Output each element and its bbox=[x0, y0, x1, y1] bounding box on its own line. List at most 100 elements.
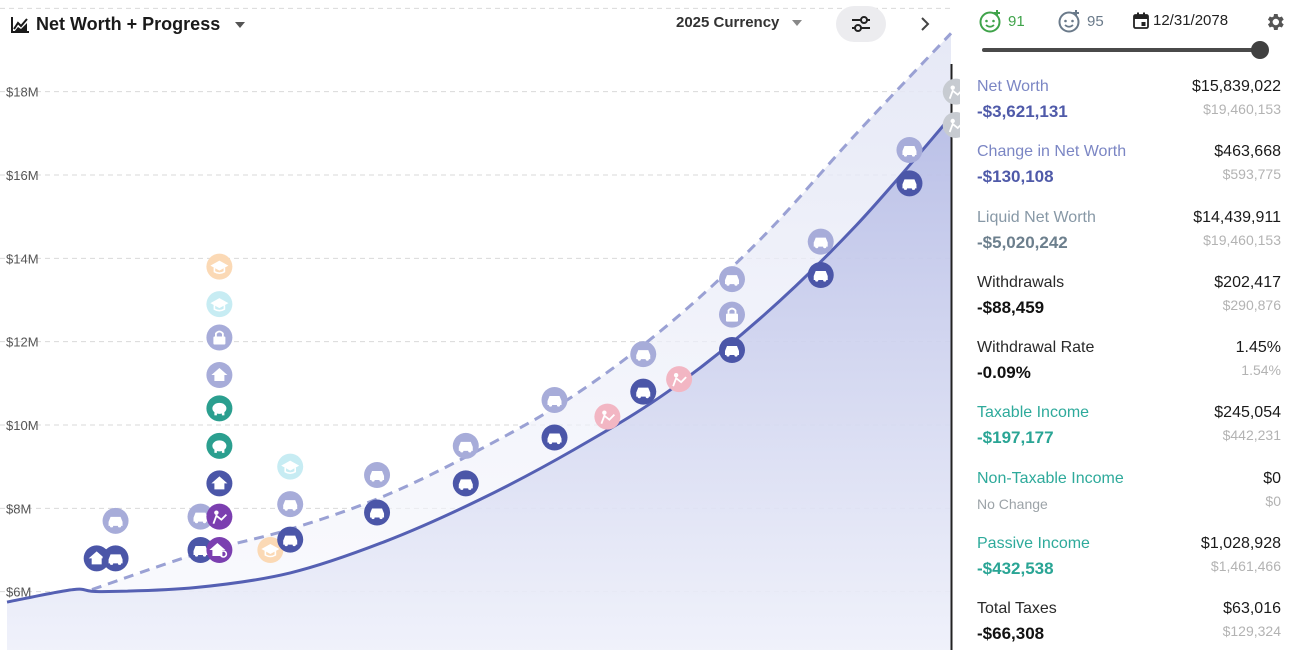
glyph-shape bbox=[283, 535, 298, 545]
car-icon[interactable] bbox=[807, 228, 834, 255]
net-worth-area bbox=[7, 116, 951, 650]
stat-row[interactable]: Non-Taxable Income $0 No Change $0 bbox=[977, 468, 1281, 533]
glyph-shape bbox=[211, 368, 228, 381]
car-icon[interactable] bbox=[630, 378, 657, 405]
car-icon[interactable] bbox=[452, 470, 479, 497]
car-icon[interactable] bbox=[364, 499, 391, 526]
home-icon[interactable] bbox=[206, 362, 233, 388]
glyph-shape bbox=[725, 313, 738, 322]
glyph-shape bbox=[724, 346, 739, 355]
glyph-shape bbox=[948, 89, 960, 99]
event-icon[interactable] bbox=[594, 403, 621, 430]
projection-band bbox=[7, 33, 951, 603]
car-icon[interactable] bbox=[187, 503, 214, 530]
glyph-shape bbox=[193, 512, 208, 522]
stat-row[interactable]: Liquid Net Worth $14,439,911 -$5,020,242 $1… bbox=[977, 207, 1281, 272]
glyph-shape bbox=[902, 146, 917, 155]
car-icon[interactable] bbox=[541, 424, 568, 451]
stat-change: No Change bbox=[977, 495, 1048, 512]
glyph-shape bbox=[813, 237, 828, 247]
car-icon[interactable] bbox=[102, 507, 129, 534]
timeline-slider[interactable] bbox=[982, 41, 1269, 59]
car-icon[interactable] bbox=[187, 537, 214, 563]
stat-previous-value: 1.54% bbox=[1241, 362, 1281, 379]
lock-icon[interactable] bbox=[718, 301, 745, 328]
y-tick-label: $6M bbox=[6, 585, 31, 600]
glyph-shape bbox=[292, 542, 296, 547]
car-icon[interactable] bbox=[718, 337, 745, 363]
car-icon[interactable] bbox=[630, 341, 657, 368]
school-icon[interactable] bbox=[257, 537, 284, 563]
stat-change: -0.09% bbox=[977, 363, 1031, 383]
stat-previous-value: $0 bbox=[1265, 492, 1281, 509]
net-worth-chart[interactable]: $18M $16M $14M $12M $10M $8M $6M bbox=[0, 0, 960, 650]
glyph-shape bbox=[117, 524, 122, 528]
glyph-shape bbox=[371, 515, 375, 520]
school-icon[interactable] bbox=[206, 291, 233, 318]
glyph-shape bbox=[726, 282, 730, 286]
glyph-shape bbox=[556, 440, 561, 445]
piggy-icon[interactable] bbox=[206, 432, 233, 459]
glyph-shape bbox=[370, 471, 385, 480]
stat-row[interactable]: Total Taxes $63,016 -$66,308 $129,324 bbox=[977, 598, 1281, 650]
glyph-shape bbox=[194, 520, 199, 524]
piggy-icon[interactable] bbox=[206, 395, 233, 422]
car-icon[interactable] bbox=[807, 262, 834, 288]
event-icon[interactable] bbox=[206, 503, 233, 530]
chevron-down-icon bbox=[792, 19, 803, 26]
glyph-shape bbox=[221, 449, 225, 453]
gear-icon[interactable] bbox=[1264, 11, 1286, 33]
chart-line-icon bbox=[11, 16, 29, 33]
slider-thumb[interactable] bbox=[1251, 41, 1269, 59]
date-picker[interactable]: 12/31/2078 bbox=[1133, 12, 1228, 29]
chevron-right-icon bbox=[921, 17, 930, 31]
stat-label: Liquid Net Worth bbox=[977, 208, 1096, 226]
glyph-shape bbox=[548, 440, 553, 445]
stat-row[interactable]: Change in Net Worth $463,668 -$130,108 $593… bbox=[977, 141, 1281, 206]
house-search-icon[interactable] bbox=[206, 537, 233, 563]
event-icon[interactable] bbox=[942, 112, 960, 138]
primary-age-indicator[interactable]: 91 bbox=[978, 9, 1025, 33]
car-icon[interactable] bbox=[541, 387, 568, 413]
y-tick-label: $10M bbox=[6, 418, 39, 433]
event-marker-circle bbox=[666, 366, 693, 393]
chart-title-dropdown[interactable]: Net Worth + Progress bbox=[10, 14, 246, 35]
secondary-age-indicator[interactable]: 95 bbox=[1057, 9, 1104, 33]
car-icon[interactable] bbox=[102, 545, 129, 572]
home-icon[interactable] bbox=[206, 470, 233, 497]
event-marker-circle bbox=[942, 78, 960, 105]
lock-icon[interactable] bbox=[206, 324, 233, 351]
glyph-shape bbox=[950, 118, 955, 124]
event-icon[interactable] bbox=[666, 366, 693, 393]
car-icon[interactable] bbox=[277, 491, 304, 518]
car-icon[interactable] bbox=[364, 462, 391, 488]
glyph-shape bbox=[734, 353, 738, 357]
car-icon[interactable] bbox=[277, 526, 304, 553]
filter-settings-button[interactable] bbox=[836, 6, 886, 42]
glyph-shape bbox=[911, 186, 916, 190]
next-button[interactable] bbox=[913, 12, 937, 36]
stat-row[interactable]: Withdrawals $202,417 -$88,459 $290,876 bbox=[977, 272, 1281, 337]
calendar-icon bbox=[1133, 12, 1149, 29]
school-icon[interactable] bbox=[277, 453, 304, 480]
stat-value: $63,016 bbox=[1223, 600, 1281, 618]
car-icon[interactable] bbox=[718, 266, 745, 293]
car-icon[interactable] bbox=[452, 432, 479, 459]
home-icon[interactable] bbox=[83, 545, 110, 572]
chart-title: Net Worth + Progress bbox=[36, 14, 221, 34]
currency-dropdown[interactable]: 2025 Currency bbox=[676, 14, 803, 31]
glyph-shape bbox=[371, 478, 375, 482]
slider-track[interactable] bbox=[982, 48, 1260, 52]
glyph-shape bbox=[193, 546, 208, 555]
event-icon[interactable] bbox=[942, 78, 960, 105]
car-icon[interactable] bbox=[896, 137, 923, 163]
stat-label: Non-Taxable Income bbox=[977, 469, 1124, 487]
stat-row[interactable]: Passive Income $1,028,928 -$432,538 $1,461,… bbox=[977, 533, 1281, 598]
stat-row[interactable]: Net Worth $15,839,022 -$3,621,131 $19,460,1… bbox=[977, 76, 1281, 141]
stat-row[interactable]: Taxable Income $245,054 -$197,177 $442,231 bbox=[977, 402, 1281, 467]
glyph-shape bbox=[370, 508, 385, 518]
glyph-shape bbox=[88, 551, 105, 565]
school-icon[interactable] bbox=[206, 253, 233, 280]
car-icon[interactable] bbox=[896, 170, 923, 197]
stat-row[interactable]: Withdrawal Rate 1.45% -0.09% 1.54% bbox=[977, 337, 1281, 402]
